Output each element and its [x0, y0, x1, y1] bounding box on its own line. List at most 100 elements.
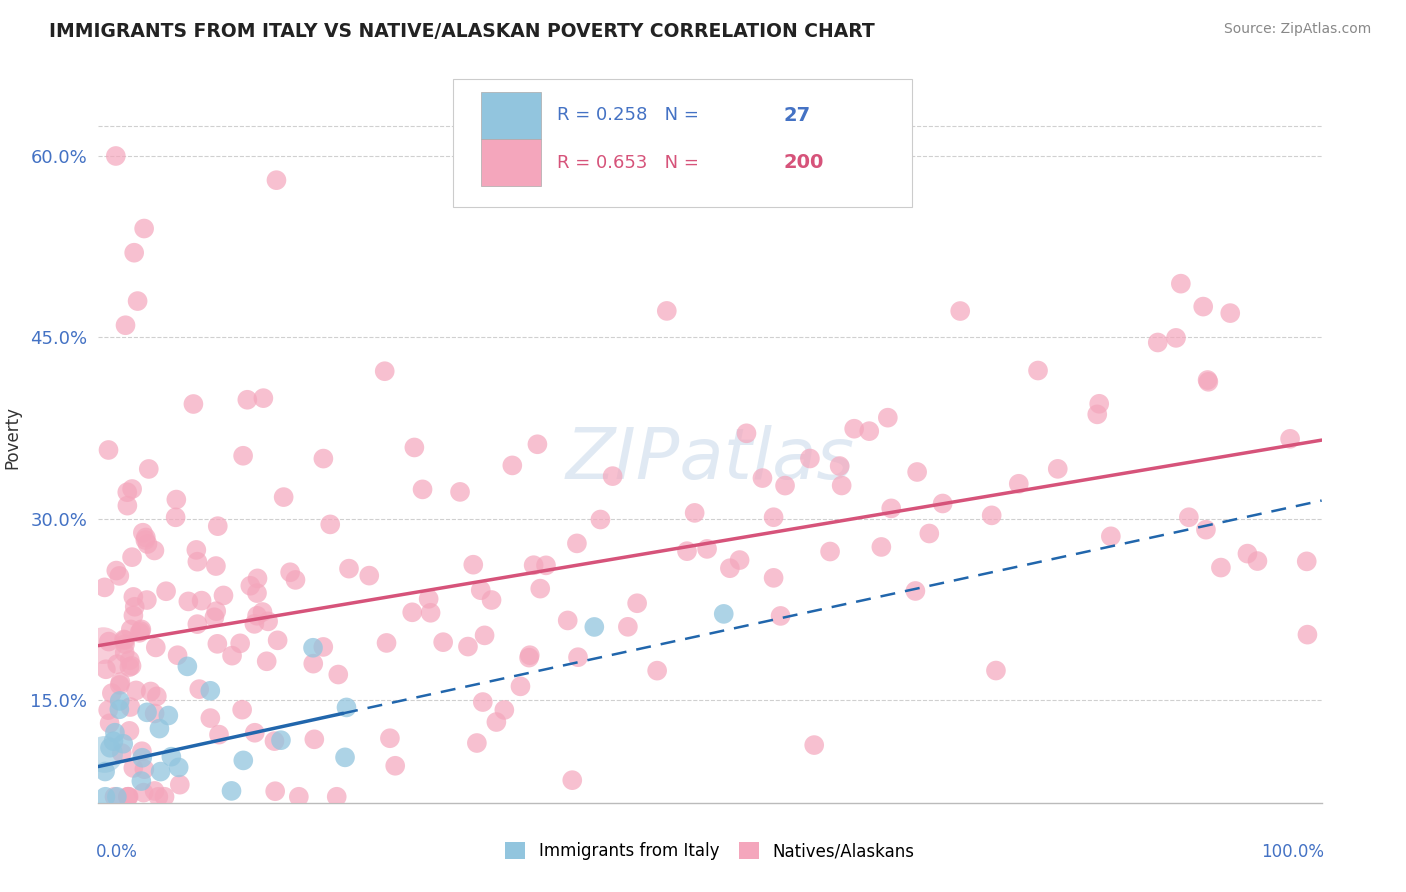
Point: [773, 478, 796, 492]
Point: [221, 784, 243, 798]
Point: [139, 684, 162, 698]
Point: [143, 543, 166, 558]
Point: [432, 635, 454, 649]
Point: [114, 318, 136, 333]
Point: [200, 711, 222, 725]
Point: [98, 716, 121, 731]
Text: Source: ZipAtlas.com: Source: ZipAtlas.com: [1223, 22, 1371, 37]
Point: [243, 616, 266, 631]
Point: [148, 722, 170, 736]
Point: [583, 620, 606, 634]
Point: [117, 485, 139, 500]
Point: [449, 484, 471, 499]
Point: [602, 469, 624, 483]
Point: [984, 664, 1007, 678]
Point: [155, 584, 177, 599]
Point: [105, 564, 128, 578]
Point: [696, 541, 718, 556]
Point: [509, 679, 531, 693]
Point: [333, 750, 356, 764]
Point: [831, 478, 853, 492]
Point: [404, 441, 426, 455]
Point: [278, 566, 301, 580]
Point: [169, 778, 191, 792]
Point: [118, 660, 141, 674]
Point: [246, 571, 269, 585]
Point: [617, 620, 640, 634]
Point: [655, 304, 678, 318]
Point: [626, 596, 648, 610]
Point: [114, 637, 136, 651]
Point: [231, 703, 253, 717]
Point: [1219, 306, 1241, 320]
Point: [713, 607, 735, 621]
Point: [104, 149, 127, 163]
Point: [384, 758, 406, 772]
Point: [202, 610, 225, 624]
Point: [1209, 560, 1232, 574]
Point: [1197, 375, 1219, 389]
Point: [114, 646, 136, 660]
Point: [1195, 523, 1218, 537]
Point: [858, 424, 880, 438]
Point: [769, 608, 792, 623]
Point: [302, 640, 325, 655]
Point: [1236, 547, 1258, 561]
Point: [284, 573, 307, 587]
Point: [876, 410, 898, 425]
Point: [270, 733, 292, 747]
Point: [762, 510, 785, 524]
Point: [108, 569, 131, 583]
Point: [146, 690, 169, 704]
Point: [1246, 554, 1268, 568]
Point: [378, 731, 401, 746]
Point: [208, 728, 231, 742]
Point: [232, 449, 254, 463]
Point: [94, 764, 117, 779]
Point: [135, 593, 157, 607]
Point: [246, 586, 269, 600]
Point: [1192, 300, 1215, 314]
Point: [124, 599, 146, 614]
Point: [207, 519, 229, 533]
Point: [359, 568, 381, 582]
Point: [93, 580, 115, 594]
Point: [104, 725, 127, 739]
Point: [485, 714, 508, 729]
Point: [266, 633, 288, 648]
Point: [828, 458, 851, 473]
Point: [134, 221, 156, 235]
Point: [134, 533, 156, 547]
Point: [239, 579, 262, 593]
Point: [121, 550, 143, 565]
Point: [676, 544, 699, 558]
Text: IMMIGRANTS FROM ITALY VS NATIVE/ALASKAN POVERTY CORRELATION CHART: IMMIGRANTS FROM ITALY VS NATIVE/ALASKAN …: [49, 22, 875, 41]
Point: [157, 708, 180, 723]
Point: [463, 558, 485, 572]
Point: [183, 397, 205, 411]
Point: [205, 559, 228, 574]
Point: [135, 531, 157, 545]
Point: [125, 683, 148, 698]
Point: [246, 608, 269, 623]
Point: [98, 740, 121, 755]
Point: [263, 734, 285, 748]
Point: [980, 508, 1002, 523]
Point: [481, 593, 503, 607]
Point: [844, 422, 866, 436]
Point: [319, 517, 342, 532]
Point: [419, 606, 441, 620]
Point: [131, 744, 153, 758]
Point: [132, 786, 155, 800]
Point: [470, 583, 492, 598]
Point: [176, 659, 198, 673]
Point: [401, 605, 423, 619]
Point: [120, 700, 142, 714]
Point: [207, 637, 229, 651]
Point: [131, 774, 153, 789]
Point: [186, 542, 208, 557]
Point: [205, 604, 228, 618]
Point: [122, 608, 145, 623]
FancyBboxPatch shape: [453, 78, 912, 207]
Point: [1170, 277, 1192, 291]
